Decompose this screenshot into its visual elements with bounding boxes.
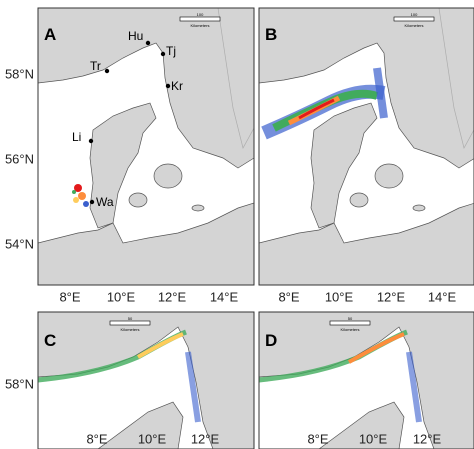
y-tick-label: 56°N bbox=[5, 151, 34, 166]
place-label: Hu bbox=[128, 29, 143, 43]
scale-bar bbox=[109, 320, 151, 326]
x-tick-label: 8°E bbox=[307, 431, 328, 446]
place-label: Tj bbox=[166, 44, 176, 58]
panel-a bbox=[38, 8, 254, 285]
panel-frame bbox=[258, 311, 474, 449]
x-tick-label: 10°E bbox=[138, 431, 167, 446]
scale-distance: 50 bbox=[348, 316, 353, 321]
hotspot bbox=[72, 184, 89, 207]
x-tick-label: 12°E bbox=[191, 431, 220, 446]
y-tick-label: 54°N bbox=[5, 236, 34, 251]
scale-distance: 100 bbox=[197, 12, 204, 17]
panel-label: B bbox=[265, 25, 277, 44]
y-tick-label: 58°N bbox=[5, 376, 34, 391]
panel-frame bbox=[37, 311, 255, 449]
panel-label: C bbox=[44, 331, 56, 350]
panel-frame bbox=[258, 7, 474, 286]
x-tick-label: 8°E bbox=[86, 431, 107, 446]
hotspot bbox=[259, 329, 422, 423]
place-label: Tr bbox=[90, 59, 101, 73]
x-tick-label: 8°E bbox=[59, 289, 80, 304]
place-label: Li bbox=[72, 130, 81, 144]
x-tick-label: 14°E bbox=[428, 289, 457, 304]
panel-frame bbox=[37, 7, 255, 286]
x-tick-label: 10°E bbox=[107, 289, 136, 304]
scale-unit: Kilometers bbox=[191, 23, 210, 28]
hotspot bbox=[261, 67, 388, 140]
scale-bar bbox=[393, 16, 435, 22]
scale-unit: Kilometers bbox=[121, 327, 140, 332]
x-tick-label: 10°E bbox=[359, 431, 388, 446]
x-tick-label: 10°E bbox=[325, 289, 354, 304]
panel-c bbox=[38, 312, 254, 449]
y-tick-label: 58°N bbox=[5, 66, 34, 81]
x-tick-label: 12°E bbox=[413, 431, 442, 446]
place-markers bbox=[88, 40, 171, 205]
panel-d bbox=[259, 312, 474, 449]
panel-b bbox=[259, 8, 474, 285]
scale-bar bbox=[179, 16, 221, 22]
x-tick-label: 12°E bbox=[377, 289, 406, 304]
scale-bar bbox=[329, 320, 371, 326]
x-tick-label: 12°E bbox=[158, 289, 187, 304]
scale-unit: Kilometers bbox=[341, 327, 360, 332]
scale-distance: 50 bbox=[128, 316, 133, 321]
place-label: Kr bbox=[171, 79, 183, 93]
panel-label: A bbox=[44, 25, 56, 44]
x-tick-label: 8°E bbox=[278, 289, 299, 304]
hotspot bbox=[38, 329, 201, 423]
scale-distance: 100 bbox=[411, 12, 418, 17]
x-tick-label: 14°E bbox=[210, 289, 239, 304]
panel-label: D bbox=[265, 331, 277, 350]
scale-unit: Kilometers bbox=[405, 23, 424, 28]
place-label: Wa bbox=[96, 195, 114, 209]
